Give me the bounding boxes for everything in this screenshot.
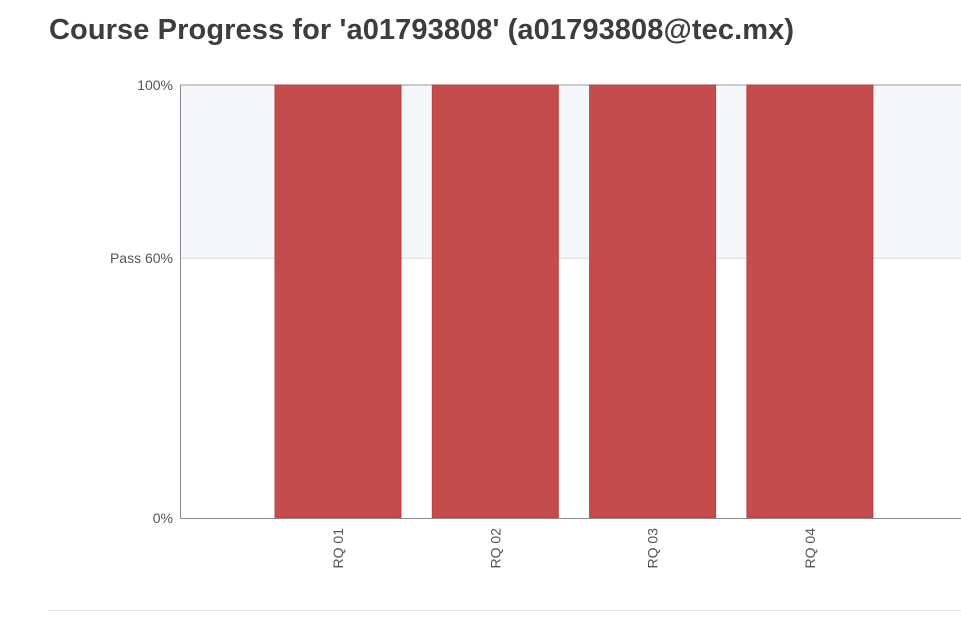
bar-rq-01[interactable] (274, 84, 402, 519)
x-tick-label-3: RQ 04 (802, 528, 818, 569)
y-tick-label-0: 100% (137, 77, 173, 93)
x-tick-labels: RQ 01 RQ 02 RQ 03 RQ 04 (330, 528, 818, 569)
bar-rq-04[interactable] (746, 84, 874, 519)
bars (274, 84, 874, 519)
x-tick-label-0: RQ 01 (330, 528, 346, 569)
bar-rq-02[interactable] (431, 84, 559, 519)
x-tick-label-2: RQ 03 (645, 528, 661, 569)
progress-bar-chart: 100% Pass 60% 0% RQ 01 RQ 02 RQ 03 RQ 04 (110, 77, 961, 569)
x-tick-label-1: RQ 02 (487, 528, 503, 569)
y-tick-label-2: 0% (153, 510, 173, 526)
bar-rq-03[interactable] (589, 84, 717, 519)
y-tick-labels: 100% Pass 60% 0% (110, 77, 173, 526)
y-tick-label-1: Pass 60% (110, 250, 173, 266)
page-title: Course Progress for 'a01793808' (a017938… (49, 14, 795, 46)
axes (180, 85, 961, 519)
footer-divider (48, 610, 961, 611)
